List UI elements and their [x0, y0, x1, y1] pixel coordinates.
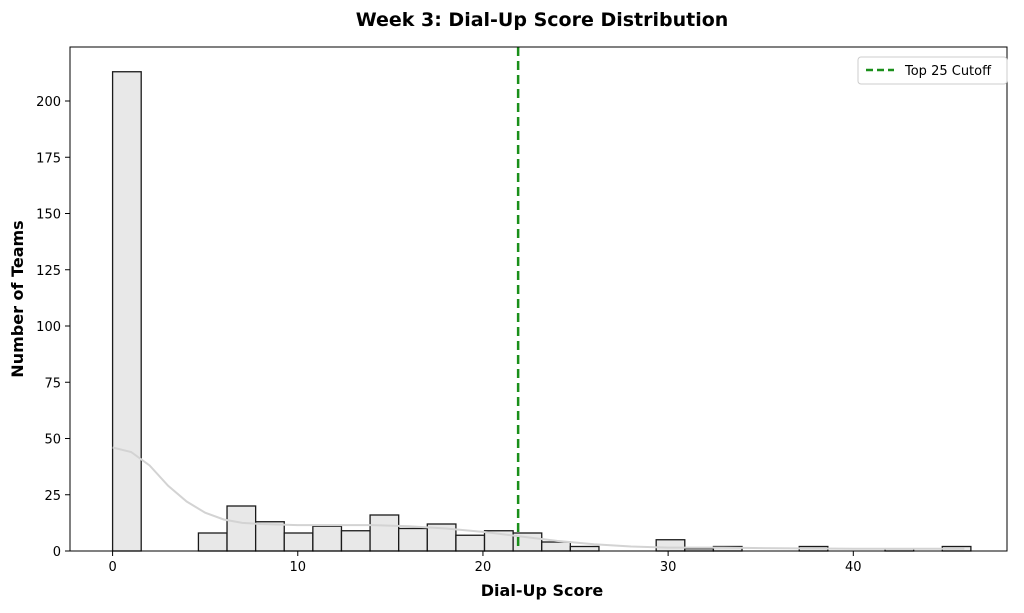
histogram-bar — [340, 530, 371, 552]
y-tick-label: 25 — [44, 489, 61, 504]
histogram-bar — [111, 71, 142, 552]
x-axis-label: Dial-Up Score — [481, 581, 604, 600]
histogram-bar — [369, 514, 400, 552]
x-tick-label: 10 — [289, 560, 306, 575]
histogram-bar — [197, 532, 228, 552]
histogram-bar — [455, 534, 486, 552]
x-tick-label: 20 — [475, 560, 492, 575]
kde-curve — [112, 446, 965, 550]
plot-frame — [69, 46, 1008, 552]
chart-title: Week 3: Dial-Up Score Distribution — [356, 9, 729, 31]
y-tick-label: 150 — [36, 208, 61, 223]
y-tick-label: 125 — [36, 264, 61, 279]
y-tick-label: 100 — [36, 320, 61, 335]
histogram-bar — [655, 539, 686, 552]
histogram-bar — [226, 505, 257, 552]
histogram-bar — [541, 541, 572, 552]
y-tick-label: 75 — [44, 376, 61, 391]
x-tick-label: 30 — [660, 560, 677, 575]
histogram-bar — [569, 545, 600, 552]
histogram-bar — [254, 521, 285, 552]
legend: Top 25 Cutoff — [857, 56, 1008, 85]
histogram-bar — [283, 532, 314, 552]
legend-box — [857, 56, 1008, 85]
histogram-bar — [398, 527, 428, 552]
y-tick-label: 175 — [36, 151, 61, 166]
x-tick-label: 0 — [108, 560, 116, 575]
legend-cutoff-label: Top 25 Cutoff — [904, 64, 992, 79]
y-tick-label: 50 — [44, 433, 61, 448]
y-tick-label: 0 — [53, 545, 61, 560]
histogram-bar — [312, 525, 343, 552]
x-tick-label: 40 — [845, 560, 862, 575]
y-tick-label: 200 — [36, 95, 61, 110]
y-axis-label: Number of Teams — [8, 220, 27, 377]
